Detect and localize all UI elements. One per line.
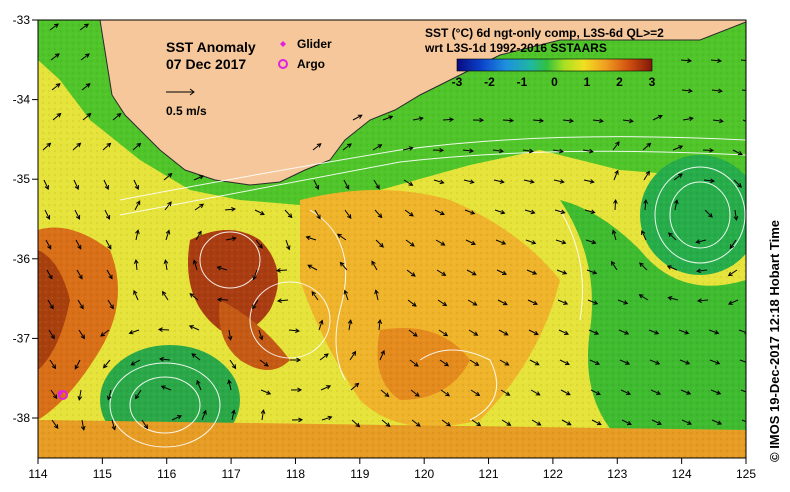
product-line-2: wrt L3S-1d 1992-2016 SSTAARS (424, 41, 607, 55)
colorbar-tick-label: 0 (551, 75, 558, 89)
y-tick-label: -38 (13, 411, 31, 425)
x-tick-label: 115 (93, 467, 112, 481)
colorbar-tick-label: -2 (484, 75, 495, 89)
current-vector-head-icon (746, 391, 750, 395)
x-tick-label: 118 (286, 467, 305, 481)
colorbar-tick-label: 1 (584, 75, 591, 89)
x-tick-label: 123 (607, 467, 627, 481)
colorbar-tick-label: -1 (517, 75, 528, 89)
x-tick-label: 121 (479, 467, 499, 481)
glider-legend-label: Glider (297, 37, 332, 51)
current-vector-head-icon (748, 89, 752, 93)
current-vector-head-icon (748, 121, 752, 124)
y-axis-ticks: -33 -34 -35 -36 -37 -38 (13, 13, 38, 425)
x-tick-label: 122 (543, 467, 563, 481)
product-line-1: SST (°C) 6d ngt-only comp, L3S-6d QL>=2 (425, 26, 664, 40)
credit-text: © IMOS 19-Dec-2017 12:18 Hobart Time (767, 220, 782, 462)
x-tick-label: 117 (222, 467, 241, 481)
argo-legend-label: Argo (297, 57, 325, 71)
y-tick-label: -33 (13, 13, 31, 27)
vector-scale-label: 0.5 m/s (166, 104, 207, 118)
y-tick-label: -35 (13, 172, 31, 186)
x-tick-label: 120 (414, 467, 434, 481)
y-tick-label: -37 (13, 331, 31, 345)
colorbar-tick-label: 2 (616, 75, 623, 89)
y-tick-label: -34 (13, 93, 31, 107)
map-date: 07 Dec 2017 (166, 56, 246, 72)
x-tick-label: 124 (672, 467, 692, 481)
colorbar-tick-label: 3 (649, 75, 656, 89)
colorbar (457, 59, 652, 71)
x-tick-label: 116 (157, 467, 176, 481)
map-title: SST Anomaly (166, 39, 256, 55)
x-tick-label: 125 (736, 467, 756, 481)
x-tick-label: 119 (350, 467, 369, 481)
current-vector-head-icon (747, 421, 751, 425)
x-tick-label: 114 (28, 467, 47, 481)
y-tick-label: -36 (13, 252, 31, 266)
x-axis-ticks: 114 115 116 117 118 119 120 121 122 123 124 125 (28, 458, 756, 481)
current-vector-head-icon (747, 59, 751, 63)
colorbar-tick-label: -3 (452, 75, 463, 89)
